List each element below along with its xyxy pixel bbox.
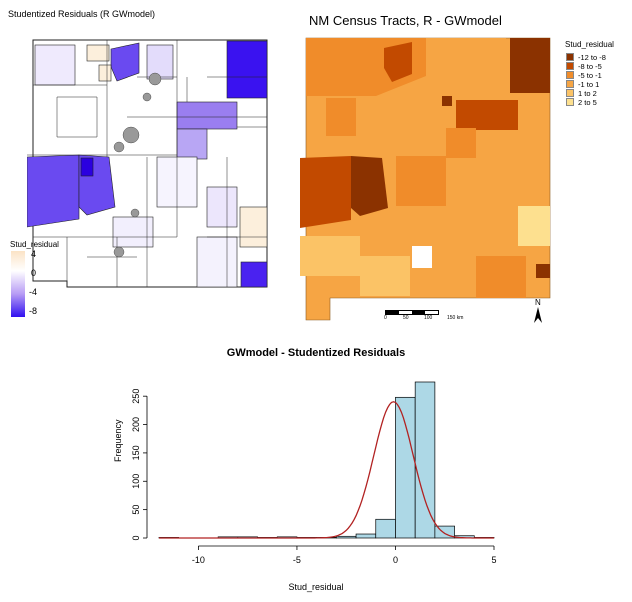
y-tick-label: 250	[131, 389, 141, 404]
legend-label: 2 to 5	[578, 98, 597, 107]
left-map	[27, 39, 268, 288]
legend-label: -8 to -5	[578, 62, 602, 71]
histogram-bar	[375, 518, 396, 539]
left-tract-ne	[226, 40, 268, 99]
legend-row: -5 to -1	[566, 71, 606, 80]
legend-label: -12 to -8	[578, 53, 606, 62]
legend-label: -1 to 1	[578, 80, 600, 89]
legend-swatch	[566, 53, 574, 61]
legend-row: 2 to 5	[566, 98, 606, 107]
legend-swatch	[566, 71, 574, 79]
scale-label: 150 km	[447, 315, 464, 321]
north-arrow-icon	[534, 307, 542, 323]
legend-swatch	[566, 62, 574, 70]
left-legend-tick: -8	[29, 306, 38, 316]
histogram-bar	[395, 396, 416, 539]
right-legend: -12 to -8 -8 to -5 -5 to -1 -1 to 1 1 to…	[566, 53, 606, 107]
legend-row: -8 to -5	[566, 62, 606, 71]
legend-swatch	[566, 98, 574, 106]
histogram-bar	[355, 533, 377, 539]
histogram-bar	[414, 381, 436, 539]
left-legend-tick: 4	[31, 249, 37, 259]
x-tick-label: -10	[192, 555, 205, 565]
x-tick-label: 5	[491, 555, 496, 565]
right-map	[300, 37, 551, 321]
x-tick-label: -5	[293, 555, 301, 565]
left-legend-gradient	[11, 251, 25, 317]
legend-row: -12 to -8	[566, 53, 606, 62]
y-tick-label: 100	[131, 474, 141, 489]
histogram-title: GWmodel - Studentized Residuals	[226, 347, 406, 359]
legend-row: -1 to 1	[566, 80, 606, 89]
x-tick-label: 0	[393, 555, 398, 565]
y-tick-label: 150	[131, 445, 141, 460]
histogram-xlabel: Stud_residual	[288, 582, 344, 592]
left-tract-north	[110, 42, 140, 82]
north-label: N	[535, 298, 541, 307]
histogram-bar	[336, 535, 357, 539]
scale-bar	[385, 310, 439, 315]
y-tick-label: 200	[131, 417, 141, 432]
density-curve	[159, 401, 494, 539]
legend-row: 1 to 2	[566, 89, 606, 98]
scale-label: 0	[384, 315, 387, 321]
left-map-title: Studentized Residuals (R GWmodel)	[8, 9, 156, 19]
y-tick-label: 0	[131, 535, 141, 540]
right-map-title: NM Census Tracts, R - GWmodel	[309, 13, 502, 28]
legend-swatch	[566, 80, 574, 88]
histogram-bar	[434, 525, 455, 539]
legend-label: -5 to -1	[578, 71, 602, 80]
left-legend-tick: 0	[31, 268, 37, 278]
left-legend-tick: -4	[29, 287, 38, 297]
scale-label: 100	[424, 315, 433, 321]
legend-swatch	[566, 89, 574, 97]
scale-label: 50	[403, 315, 409, 321]
left-legend-title: Stud_residual	[10, 240, 59, 249]
right-legend-title: Stud_residual	[565, 40, 614, 49]
y-tick-label: 50	[131, 505, 141, 515]
legend-label: 1 to 2	[578, 89, 597, 98]
